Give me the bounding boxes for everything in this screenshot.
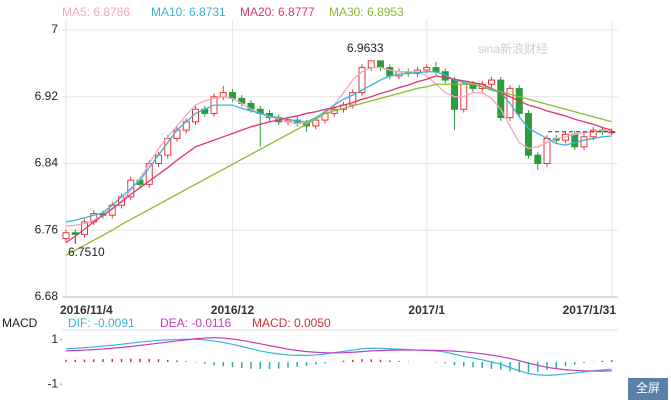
candle-body	[589, 129, 597, 138]
legend-entry: MA30: 6.8953	[329, 5, 404, 19]
x-tick-label: 2017/1	[408, 303, 445, 317]
ma-line	[65, 75, 612, 244]
legend-entry: MA5: 6.8786	[62, 5, 130, 19]
watermark: sina新浪财经	[478, 41, 548, 56]
candle-body	[164, 137, 172, 156]
max-label: 6.9633	[347, 41, 384, 55]
candle-body	[488, 79, 495, 85]
min-label: 6.7510	[68, 245, 105, 259]
candle-body	[386, 67, 394, 77]
candle-body	[571, 133, 579, 148]
button-bg[interactable]	[628, 378, 668, 400]
y-tick-label: 7	[51, 22, 58, 36]
candle-body	[497, 79, 505, 119]
y-tick-label: 6.76	[35, 222, 59, 236]
candle-body	[173, 129, 181, 139]
y-tick-label: 6.68	[35, 289, 59, 303]
macd-legend: DEA: -0.0116	[160, 316, 231, 330]
macd-line	[65, 338, 612, 376]
candle-body	[423, 67, 431, 71]
candle-body	[62, 232, 70, 240]
candle-body	[525, 112, 532, 156]
macd-legend: DIF: -0.0091	[68, 316, 135, 330]
button-label[interactable]: 全屏	[636, 380, 660, 395]
candle-body	[358, 67, 366, 94]
ma-line	[65, 66, 612, 227]
macd-y-tick-label: 1	[51, 332, 58, 346]
macd-title: MACD	[2, 316, 38, 330]
x-tick-label: 2016/11/4	[60, 303, 113, 317]
candle-body	[441, 71, 449, 81]
fullscreen-button[interactable]: 全屏	[628, 378, 668, 400]
candle-body	[81, 221, 88, 235]
ma-line	[65, 71, 612, 223]
legend-entry: MA10: 6.8731	[151, 5, 226, 19]
macd-legend: MACD: 0.0050	[252, 316, 331, 330]
ma-line	[65, 83, 612, 256]
y-tick-label: 6.92	[35, 89, 59, 103]
candle-body	[155, 154, 162, 164]
y-tick-label: 6.84	[35, 156, 59, 170]
macd-line	[65, 337, 612, 372]
candle-body	[580, 136, 588, 148]
candle-body	[534, 154, 542, 164]
candle-body	[367, 60, 375, 69]
macd-y-tick-label: -1	[47, 376, 58, 390]
legend-entry: MA20: 6.8777	[240, 5, 315, 19]
candle-body	[312, 119, 320, 127]
candle-body	[349, 92, 357, 106]
x-tick-label: 2016/12	[211, 303, 255, 317]
candle-body	[377, 60, 384, 69]
x-tick-label: 2017/1/31	[563, 303, 617, 317]
